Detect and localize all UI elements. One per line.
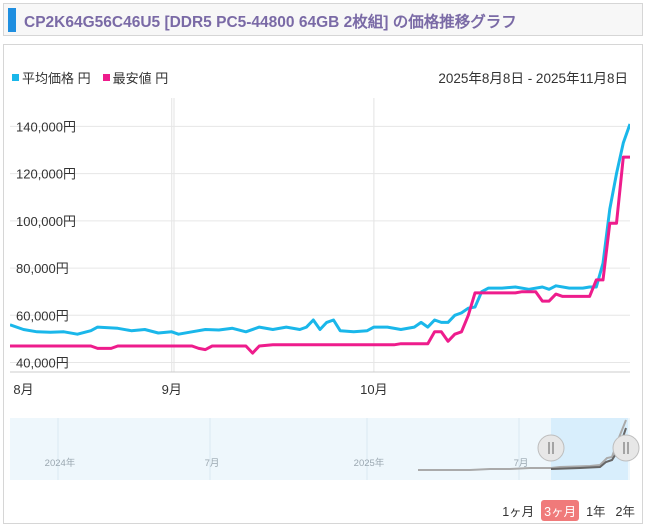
period-1-year-button[interactable]: 1年 xyxy=(586,505,606,519)
period-3-month-button[interactable]: 3ヶ月 xyxy=(541,500,580,521)
legend-item-average[interactable]: 平均価格 円 xyxy=(12,68,91,87)
navigator-right-handle[interactable] xyxy=(612,434,640,462)
navigator-left-handle[interactable] xyxy=(537,434,565,462)
page-title: CP2K64G56C46U5 [DDR5 PC5-44800 64GB 2枚組]… xyxy=(24,14,517,31)
chart-header: CP2K64G56C46U5 [DDR5 PC5-44800 64GB 2枚組]… xyxy=(3,3,643,36)
period-selector: 1ヶ月 3ヶ月 1年 2年 xyxy=(499,500,638,521)
y-tick-label: 40,000円 xyxy=(16,356,69,371)
legend-swatch-average xyxy=(12,74,19,81)
series-line-lowest xyxy=(10,155,630,355)
y-tick-label: 60,000円 xyxy=(16,308,69,323)
header-accent-bar xyxy=(8,8,16,32)
x-tick-label: 10月 xyxy=(360,382,387,397)
series-line-average xyxy=(10,123,630,336)
legend-item-lowest[interactable]: 最安値 円 xyxy=(102,68,169,87)
x-tick-label: 8月 xyxy=(13,382,33,397)
navigator-background xyxy=(10,418,630,480)
legend-label-lowest: 最安値 円 xyxy=(112,71,169,86)
period-1-month-button[interactable]: 1ヶ月 xyxy=(502,505,535,519)
navigator-label: 2024年 xyxy=(45,457,76,469)
navigator-label: 7月 xyxy=(205,458,220,469)
y-tick-label: 140,000円 xyxy=(16,119,76,134)
y-tick-label: 120,000円 xyxy=(16,167,76,182)
x-tick-label: 9月 xyxy=(162,382,182,397)
y-tick-label: 100,000円 xyxy=(16,214,76,229)
navigator-label: 7月 xyxy=(514,458,529,469)
y-tick-label: 80,000円 xyxy=(16,261,69,276)
date-range: 2025年8月8日 - 2025年11月8日 xyxy=(438,71,628,86)
legend-swatch-lowest xyxy=(102,74,110,81)
navigator-label: 2025年 xyxy=(354,457,385,469)
legend: 平均価格 円 最安値 円 xyxy=(12,68,168,87)
legend-label-average: 平均価格 円 xyxy=(22,71,91,86)
period-2-year-button[interactable]: 2年 xyxy=(615,505,635,519)
